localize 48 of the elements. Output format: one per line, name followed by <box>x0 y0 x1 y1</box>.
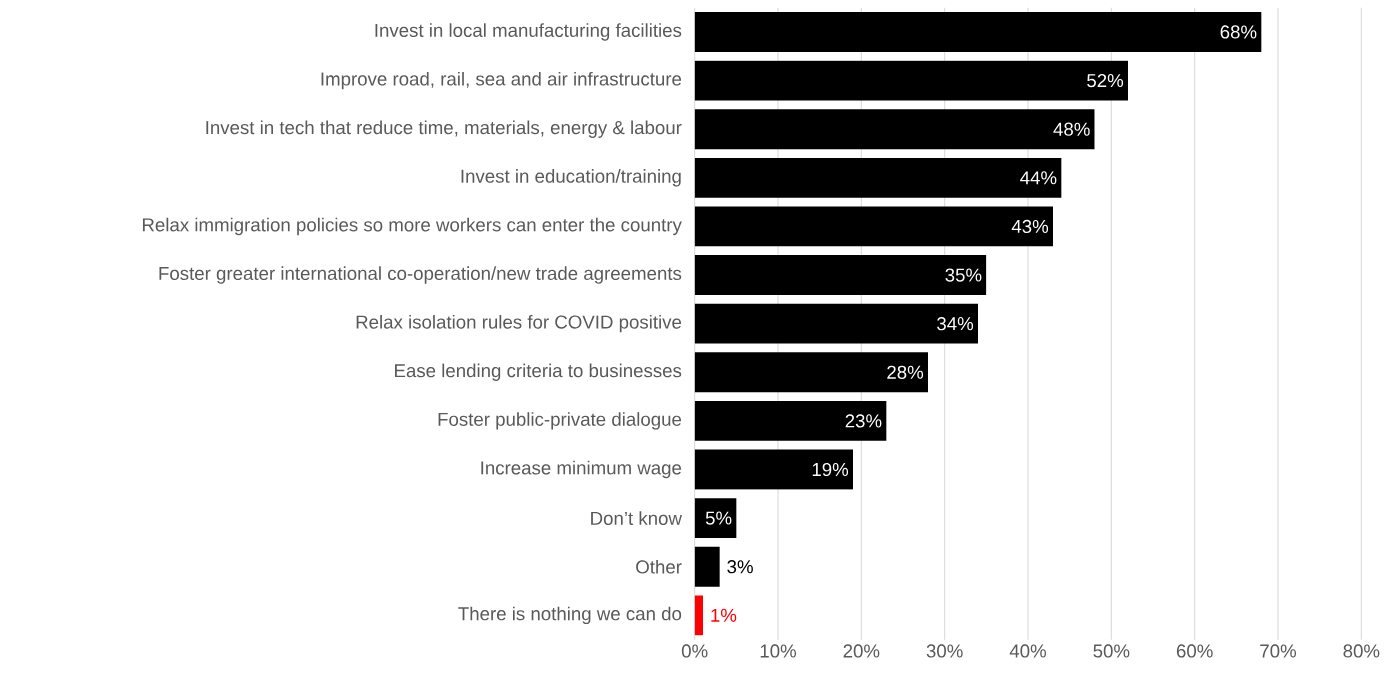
data-label: 68% <box>1220 25 1257 39</box>
data-label: 48% <box>1053 122 1090 136</box>
data-label: 43% <box>1011 219 1049 234</box>
x-tick-label: 60% <box>1176 644 1213 658</box>
bar <box>694 498 737 539</box>
y-tick-label: Relax immigration policies so more workers can enter the country <box>142 217 682 236</box>
y-tick-label: Improve road, rail, sea and air infrastructure <box>321 71 682 90</box>
y-tick-label: Don’t know <box>591 511 682 525</box>
bar <box>694 595 703 636</box>
bar <box>694 60 1128 101</box>
x-tick-label: 10% <box>760 644 797 658</box>
bar <box>694 157 1062 198</box>
x-tick-label: 40% <box>1009 644 1047 658</box>
data-label: 44% <box>1020 171 1057 185</box>
y-tick-label: Other <box>636 559 682 574</box>
bar <box>694 109 1095 150</box>
data-label: 23% <box>845 414 882 428</box>
bar <box>694 400 887 441</box>
data-label: 1% <box>711 608 737 622</box>
x-tick-label: 20% <box>843 644 880 658</box>
data-label: 5% <box>705 511 732 525</box>
data-label: 35% <box>945 268 982 282</box>
x-tick-label: 0% <box>681 644 708 658</box>
x-tick-label: 30% <box>926 644 963 658</box>
data-label: 34% <box>937 317 974 331</box>
x-tick-label: 70% <box>1260 644 1297 658</box>
y-tick-label: Invest in local manufacturing facilities <box>375 23 682 41</box>
data-label: 3% <box>727 560 753 574</box>
bar <box>694 206 1053 247</box>
data-label: 19% <box>812 462 849 477</box>
data-label: 52% <box>1087 73 1124 88</box>
y-tick-label: Invest in education/training <box>461 169 681 187</box>
y-tick-label: Foster greater international co-operation/new trade agreements <box>159 266 682 284</box>
bar <box>694 255 987 295</box>
y-tick-label: There is nothing we can do <box>458 606 682 625</box>
x-tick-label: 50% <box>1093 644 1130 658</box>
bar <box>694 12 1262 52</box>
y-tick-label: Foster public-private dialogue <box>438 412 682 430</box>
y-tick-label: Invest in tech that reduce time, materials, energy & labour <box>206 120 682 138</box>
bar <box>694 352 928 393</box>
y-tick-label: Relax isolation rules for COVID positive <box>356 314 682 333</box>
y-tick-label: Ease lending criteria to businesses <box>395 363 682 381</box>
y-tick-label: Increase minimum wage <box>481 460 682 479</box>
bar <box>694 546 720 587</box>
bar <box>694 449 853 490</box>
bar <box>694 303 978 344</box>
data-label: 28% <box>887 365 924 379</box>
x-tick-label: 80% <box>1343 644 1380 658</box>
